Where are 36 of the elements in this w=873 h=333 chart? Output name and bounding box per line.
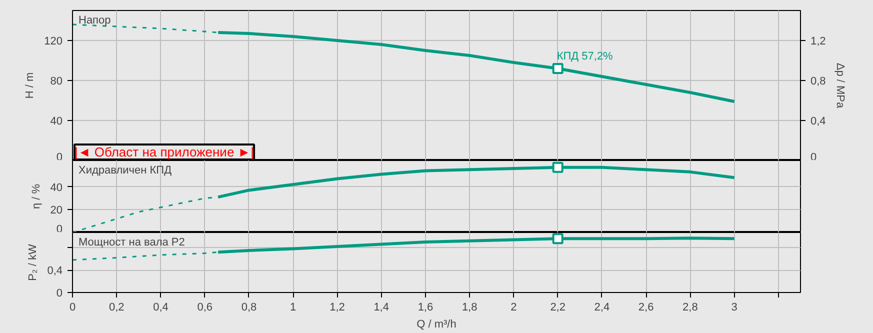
- y-axis-title: H / m: [24, 72, 36, 99]
- x-tick-label: 2,4: [594, 302, 610, 314]
- y-axis-title: η / %: [30, 184, 42, 210]
- annotation: Хидравличен КПД: [78, 164, 172, 176]
- x-tick-label: 1,6: [418, 302, 434, 314]
- annotation: Напор: [78, 14, 111, 26]
- x-tick-label: 2: [510, 302, 517, 314]
- x-tick-label: 2,6: [638, 302, 654, 314]
- y-tick-label: 120: [44, 36, 63, 48]
- y-tick-label: 80: [50, 76, 63, 88]
- y-axis-title: P₂ / kW: [27, 244, 40, 281]
- x-tick-label: 1,8: [462, 302, 478, 314]
- y-tick-label: 40: [50, 182, 63, 194]
- x-tick-label: 1,2: [330, 302, 345, 314]
- x-tick-label: 0,2: [108, 302, 124, 314]
- y-tick-label: 0,4: [47, 265, 63, 278]
- y2-tick-label: 0,4: [810, 116, 826, 128]
- x-tick-label: 0: [69, 302, 76, 314]
- x-tick-label: 2,2: [550, 302, 566, 314]
- x-axis-title: Q / m³/h: [416, 318, 456, 330]
- y2-axis-title: Δp / MPa: [834, 62, 846, 110]
- annotation: КПД 57,2%: [556, 50, 614, 62]
- annotation: |◄ Област на приложение ►|: [74, 144, 254, 160]
- x-tick-label: 0,6: [197, 302, 213, 314]
- annotation: Мощност на вала P2: [78, 236, 185, 248]
- x-tick-label: 2,8: [682, 302, 698, 314]
- x-tick-label: 1: [290, 302, 296, 314]
- x-tick-label: 1,4: [374, 302, 389, 314]
- y2-tick-label: 1,2: [810, 36, 826, 48]
- x-tick-label: 0,8: [241, 302, 257, 314]
- y-tick-label: 40: [50, 116, 63, 128]
- x-tick-label: 3: [731, 302, 738, 314]
- x-tick-label: 0,4: [153, 302, 168, 314]
- y-tick-label: 20: [50, 204, 63, 217]
- y-tick-label: 0: [56, 288, 63, 300]
- y2-tick-label: 0,8: [810, 76, 826, 88]
